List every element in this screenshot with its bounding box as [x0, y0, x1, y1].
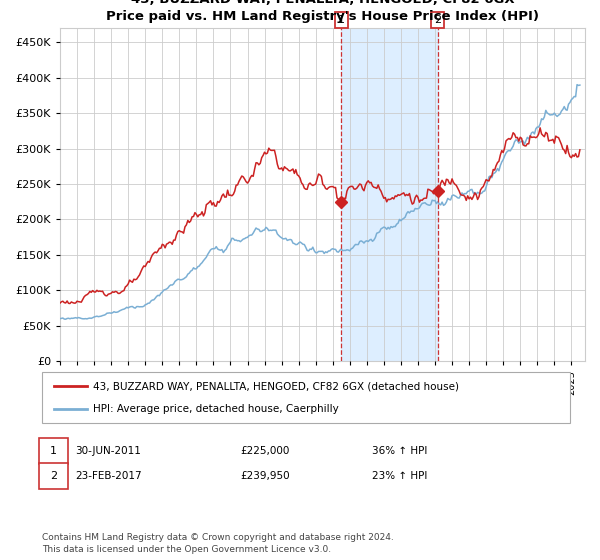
Text: Contains HM Land Registry data © Crown copyright and database right 2024.
This d: Contains HM Land Registry data © Crown c…	[42, 533, 394, 554]
Text: 23-FEB-2017: 23-FEB-2017	[75, 471, 142, 481]
Text: 1: 1	[338, 15, 345, 25]
Text: 2: 2	[50, 471, 57, 481]
Text: £239,950: £239,950	[240, 471, 290, 481]
Text: 30-JUN-2011: 30-JUN-2011	[75, 446, 141, 456]
Text: £225,000: £225,000	[240, 446, 289, 456]
Text: 43, BUZZARD WAY, PENALLTA, HENGOED, CF82 6GX (detached house): 43, BUZZARD WAY, PENALLTA, HENGOED, CF82…	[93, 381, 459, 391]
Text: 1: 1	[50, 446, 57, 456]
Text: 36% ↑ HPI: 36% ↑ HPI	[372, 446, 427, 456]
Title: 43, BUZZARD WAY, PENALLTA, HENGOED, CF82 6GX
Price paid vs. HM Land Registry's H: 43, BUZZARD WAY, PENALLTA, HENGOED, CF82…	[106, 0, 539, 22]
Text: 23% ↑ HPI: 23% ↑ HPI	[372, 471, 427, 481]
Bar	[341, 28, 437, 361]
Text: 2: 2	[434, 15, 441, 25]
Text: HPI: Average price, detached house, Caerphilly: HPI: Average price, detached house, Caer…	[93, 404, 339, 414]
